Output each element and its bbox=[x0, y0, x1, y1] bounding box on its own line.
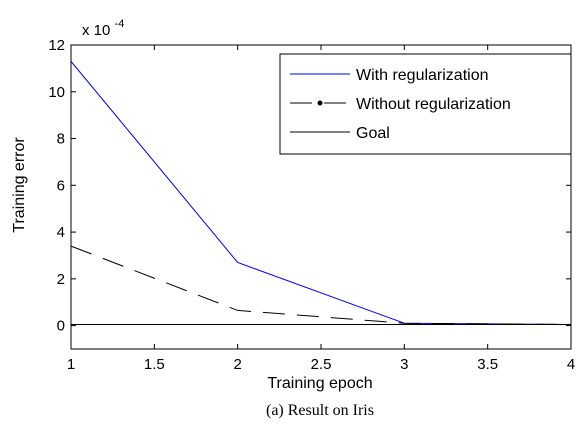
legend-label-3: Goal bbox=[356, 125, 390, 142]
y-tick-label: 4 bbox=[57, 224, 65, 241]
tick-labels: 1 1.5 2 2.5 3 3.5 4 0 2 4 6 8 10 12 bbox=[48, 37, 575, 373]
ticks bbox=[70, 44, 572, 349]
x-tick-label: 3.5 bbox=[477, 356, 498, 373]
y-tick-label: 8 bbox=[57, 131, 65, 148]
legend-marker-dot bbox=[317, 100, 323, 106]
y-tick-label: 12 bbox=[48, 37, 65, 54]
series-group bbox=[70, 61, 572, 325]
legend-label-2: Without regularization bbox=[356, 96, 511, 113]
x-tick-label: 3 bbox=[400, 356, 408, 373]
multiplier-label: x 10 -4 bbox=[82, 18, 124, 39]
y-tick-label: 10 bbox=[48, 84, 65, 101]
x-tick-label: 1.5 bbox=[144, 356, 165, 373]
legend-label-1: With regularization bbox=[356, 67, 489, 84]
y-tick-label: 0 bbox=[57, 318, 65, 335]
legend-items: With regularization Without regularizatio… bbox=[290, 67, 511, 142]
legend-box bbox=[279, 53, 572, 155]
y-axis-label: Training error bbox=[11, 137, 28, 233]
x-tick-label: 2.5 bbox=[311, 356, 332, 373]
caption: (a) Result on Iris bbox=[266, 402, 374, 419]
series-line-2 bbox=[70, 245, 572, 325]
multiplier-exponent: -4 bbox=[115, 18, 125, 30]
legend: With regularization Without regularizatio… bbox=[279, 53, 572, 155]
y-tick-label: 2 bbox=[57, 271, 65, 288]
y-tick-label: 6 bbox=[57, 177, 65, 194]
x-tick-label: 4 bbox=[567, 356, 575, 373]
x-tick-label: 1 bbox=[67, 356, 75, 373]
x-axis-label: Training epoch bbox=[267, 375, 372, 392]
multiplier-base: x 10 bbox=[82, 22, 110, 39]
x-tick-label: 2 bbox=[233, 356, 241, 373]
